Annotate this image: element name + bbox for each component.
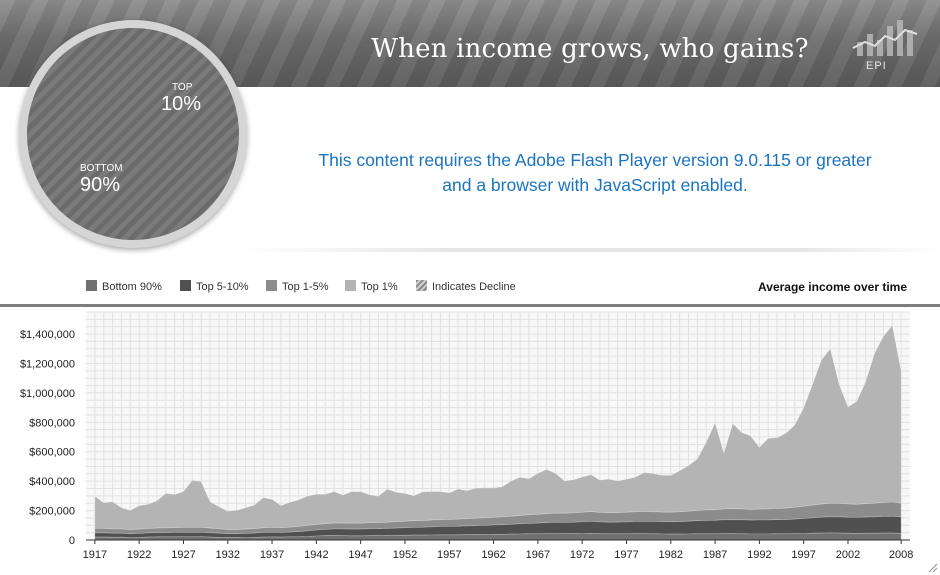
x-tick-label: 1952 — [393, 549, 417, 561]
y-tick-labels: $1,400,000 $1,200,000 $1,000,000 $800,000 $6… — [20, 329, 75, 547]
logo-text: EPI — [866, 60, 887, 72]
y-tick-label: $1,200,000 — [20, 358, 75, 370]
pie-top-label: TOP — [172, 82, 193, 93]
legend-label: Top 1-5% — [282, 281, 329, 293]
x-tick-label: 1947 — [348, 549, 372, 561]
x-tick-label: 1942 — [304, 549, 328, 561]
y-tick-label: $400,000 — [29, 476, 75, 488]
x-tick-label: 1962 — [481, 549, 505, 561]
epi-logo-icon — [852, 20, 918, 56]
y-tick-label: $800,000 — [29, 417, 75, 429]
page-title: When income grows, who gains? — [371, 34, 809, 64]
legend-label: Top 1% — [361, 281, 398, 293]
pie-bottom-label: BOTTOM — [80, 163, 123, 174]
hatch-icon — [416, 280, 427, 291]
y-tick-label: $600,000 — [29, 447, 75, 459]
legend-item-top-1: Top 1% — [345, 280, 398, 293]
income-area-chart: $1,400,000 $1,200,000 $1,000,000 $800,000 $6… — [20, 311, 914, 561]
area-series — [94, 324, 902, 541]
flash-required-message: This content requires the Adobe Flash Pl… — [270, 148, 920, 198]
resize-handle-icon[interactable] — [926, 561, 938, 573]
legend-item-top-1-5: Top 1-5% — [266, 280, 328, 293]
section-divider — [240, 248, 940, 252]
legend-label: Indicates Decline — [432, 281, 516, 293]
legend-swatch — [266, 280, 277, 291]
legend-item-bottom-90: Bottom 90% — [86, 280, 162, 293]
x-tick-label: 1982 — [659, 549, 683, 561]
x-tick-label: 1922 — [127, 549, 151, 561]
x-tick-label: 1987 — [703, 549, 727, 561]
x-tick-label: 2002 — [836, 549, 860, 561]
pie-bottom-value: 90% — [80, 174, 121, 196]
legend-swatch — [180, 280, 191, 291]
pie-top-value: 10% — [161, 93, 202, 115]
y-tick-label: $1,400,000 — [20, 329, 75, 341]
pie-fill — [27, 28, 239, 240]
x-tick-labels: 1917 1922 1927 1932 1937 1942 1947 1952 1957 1962… — [83, 549, 914, 561]
chart-top-rule — [0, 304, 940, 307]
x-tick-label: 1937 — [260, 549, 284, 561]
legend-swatch — [86, 280, 97, 291]
x-tick-label: 1977 — [614, 549, 638, 561]
x-tick-label: 1997 — [791, 549, 815, 561]
x-tick-label: 1927 — [171, 549, 195, 561]
y-tick-label: 0 — [69, 535, 75, 547]
legend-label: Bottom 90% — [102, 281, 162, 293]
legend-item-top-5-10: Top 5-10% — [180, 280, 249, 293]
x-tick-label: 1972 — [570, 549, 594, 561]
x-tick-label: 1967 — [526, 549, 550, 561]
y-tick-label: $1,000,000 — [20, 388, 75, 400]
x-tick-label: 1992 — [747, 549, 771, 561]
x-tick-label: 1932 — [216, 549, 240, 561]
legend-item-decline: Indicates Decline — [416, 280, 516, 293]
y-tick-label: $200,000 — [29, 506, 75, 518]
legend-swatch — [345, 280, 356, 291]
axes — [86, 539, 910, 544]
flash-message-line-1: This content requires the Adobe Flash Pl… — [318, 150, 872, 170]
chart-title: Average income over time — [758, 280, 907, 294]
x-tick-label: 1917 — [83, 549, 107, 561]
legend-label: Top 5-10% — [196, 281, 249, 293]
flash-message-line-2: and a browser with JavaScript enabled. — [442, 175, 748, 195]
x-tick-label: 2008 — [889, 549, 913, 561]
share-pie-chart: TOP 10% BOTTOM 90% — [19, 20, 247, 248]
x-tick-label: 1957 — [437, 549, 461, 561]
